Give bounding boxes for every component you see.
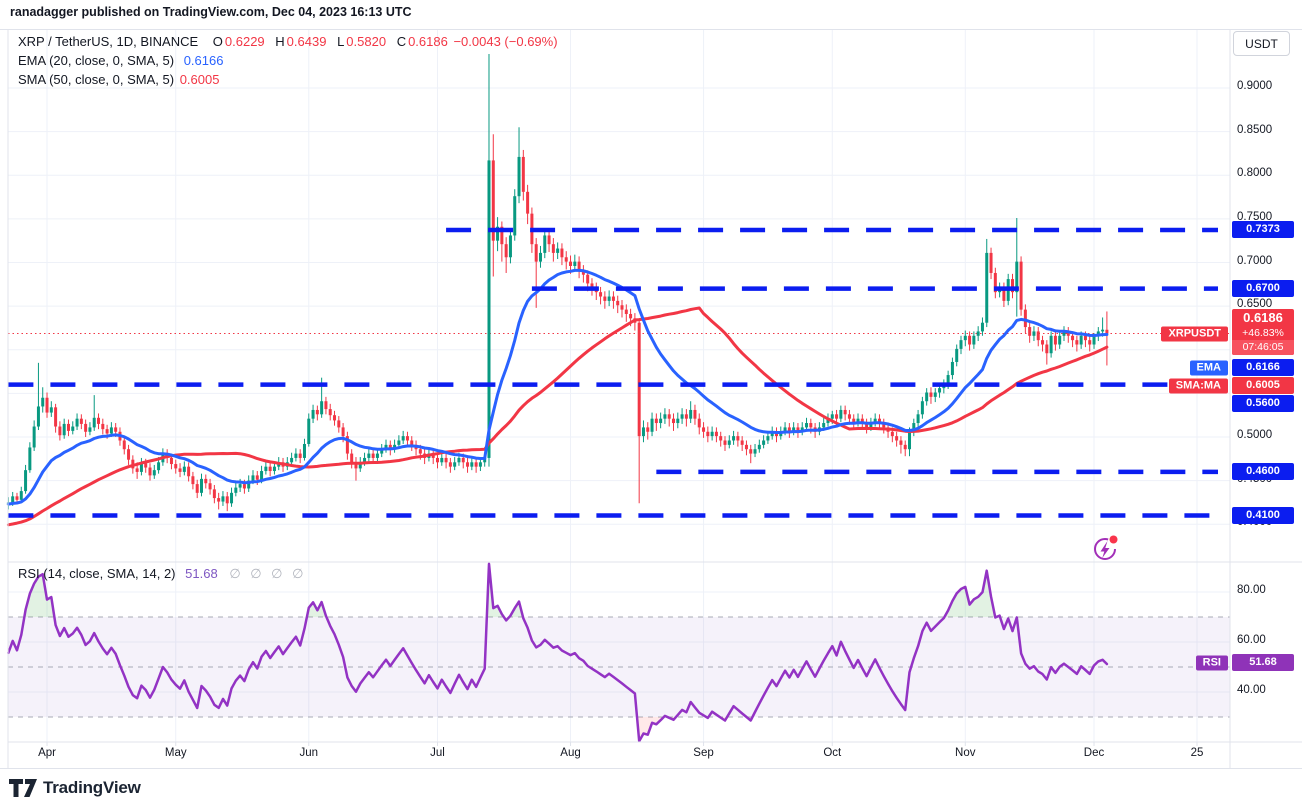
time-axis-label: Apr — [38, 747, 56, 759]
time-axis-label: Oct — [823, 747, 842, 759]
time-axis-label: Jul — [430, 747, 445, 759]
time-axis-label: Dec — [1083, 747, 1105, 759]
symbol-title: XRP / TetherUS, 1D, BINANCE — [18, 34, 199, 49]
level-badge[interactable]: 0.4600 — [1232, 463, 1294, 481]
symbol-legend-row[interactable]: XRP / TetherUS, 1D, BINANCE O 0.6229 H 0.6… — [18, 32, 558, 51]
rsi-hidden-values: ∅ ∅ ∅ ∅ — [229, 566, 307, 581]
sma-legend-row[interactable]: SMA (50, close, 0, SMA, 5) 0.6005 — [18, 70, 558, 89]
time-axis-label: 25 — [1190, 747, 1204, 759]
rsi-tick-label: 80.00 — [1237, 584, 1266, 596]
price-tick-label: 0.8500 — [1237, 123, 1273, 136]
tradingview-icon — [9, 779, 37, 797]
ema-legend-row[interactable]: EMA (20, close, 0, SMA, 5) 0.6166 — [18, 51, 558, 70]
rsi-value-badge: 51.68 — [1232, 654, 1294, 672]
last-price-badge: 0.6186 +46.83% 07:46:05 — [1232, 309, 1294, 356]
price-tick-label: 0.7500 — [1237, 210, 1273, 223]
ema-label: EMA (20, close, 0, SMA, 5) — [18, 53, 175, 68]
tradingview-wordmark: TradingView — [43, 778, 141, 797]
price-tick-label: 0.5000 — [1237, 429, 1273, 441]
rsi-axis-label: RSI — [1195, 655, 1228, 671]
sma-axis-label: SMA:MA — [1168, 378, 1228, 394]
currency-unit-button[interactable]: USDT — [1233, 31, 1290, 56]
main-legend: XRP / TetherUS, 1D, BINANCE O 0.6229 H 0.6… — [18, 32, 558, 89]
price-tick-label: 0.9000 — [1237, 80, 1273, 92]
time-axis-label: Aug — [560, 747, 581, 759]
close-label: C — [396, 34, 407, 49]
last-price-change: +46.83% — [1242, 327, 1284, 340]
time-axis-label: Nov — [955, 747, 976, 759]
time-axis-label: Sep — [693, 747, 714, 759]
rsi-label: RSI (14, close, SMA, 14, 2) — [18, 566, 176, 581]
ema-value-badge: 0.6166 — [1232, 359, 1294, 377]
close-value: 0.6186 — [408, 34, 448, 49]
change-value: −0.0043 (−0.69%) — [453, 34, 558, 49]
level-badge[interactable]: 0.6700 — [1232, 280, 1294, 298]
high-value: 0.6439 — [286, 34, 327, 49]
low-label: L — [337, 34, 345, 49]
last-price-value: 0.6186 — [1243, 310, 1283, 326]
level-badge[interactable]: 0.7373 — [1232, 221, 1294, 239]
sma-value: 0.6005 — [179, 72, 220, 87]
bar-countdown: 07:46:05 — [1232, 340, 1294, 356]
sma-label: SMA (50, close, 0, SMA, 5) — [18, 72, 175, 87]
symbol-price-label: XRPUSDT — [1161, 326, 1228, 342]
low-value: 0.5820 — [346, 34, 387, 49]
ema-value: 0.6166 — [183, 53, 224, 68]
high-label: H — [275, 34, 285, 49]
ema-axis-label: EMA — [1189, 360, 1228, 376]
rsi-tick-label: 60.00 — [1237, 634, 1266, 646]
time-axis-label: May — [164, 747, 187, 759]
rsi-tick-label: 40.00 — [1237, 684, 1266, 696]
price-tick-label: 0.8000 — [1237, 167, 1273, 180]
time-axis-label: Jun — [299, 747, 319, 759]
level-badge[interactable]: 0.5600 — [1232, 395, 1294, 413]
footer-logo[interactable]: TradingView — [8, 774, 141, 802]
attribution-text: ranadagger published on TradingView.com,… — [10, 5, 412, 19]
price-tick-label: 0.6500 — [1237, 298, 1273, 311]
level-badge[interactable]: 0.4100 — [1232, 507, 1294, 525]
open-label: O — [212, 34, 223, 49]
price-tick-label: 0.7000 — [1237, 254, 1273, 267]
rsi-value: 51.68 — [185, 566, 218, 581]
sma-value-badge: 0.6005 — [1232, 377, 1294, 395]
open-value: 0.6229 — [224, 34, 265, 49]
rsi-legend-row[interactable]: RSI (14, close, SMA, 14, 2) 51.68 ∅ ∅ ∅ … — [18, 566, 306, 582]
